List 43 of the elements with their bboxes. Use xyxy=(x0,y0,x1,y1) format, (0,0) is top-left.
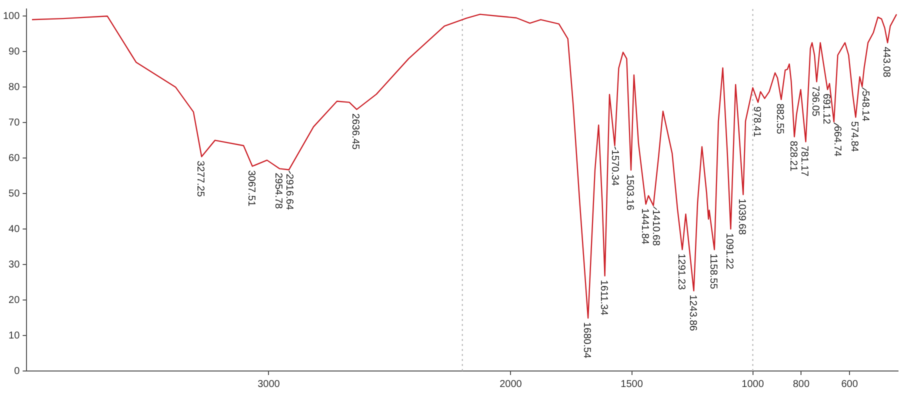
annotation: 691.12 xyxy=(820,94,832,125)
annotation: 3067.51 xyxy=(245,170,256,207)
y-tick-label: 30 xyxy=(8,259,20,270)
y-tick-label: 20 xyxy=(8,294,20,306)
x-tick-label: 1500 xyxy=(620,378,644,390)
annotation: 548.14 xyxy=(860,90,871,122)
y-tick-label: 10 xyxy=(8,330,20,342)
annotation: 1158.55 xyxy=(707,254,718,290)
annotation: 2954.78 xyxy=(272,172,284,210)
x-tick-label: 600 xyxy=(841,378,858,390)
annotation: 1291.23 xyxy=(675,254,686,290)
x-tick-label: 1000 xyxy=(742,378,764,390)
y-tick-label: 40 xyxy=(8,224,20,235)
y-tick-label: 0 xyxy=(14,366,20,377)
annotation: 828.21 xyxy=(787,140,798,172)
y-tick-label: 60 xyxy=(8,152,20,164)
y-tick-label: 80 xyxy=(8,82,20,93)
annotation: 443.08 xyxy=(880,46,892,78)
annotation: 1039.68 xyxy=(736,198,748,236)
annotation: 2636.45 xyxy=(350,113,361,150)
x-tick-label: 3000 xyxy=(258,378,280,390)
y-tick-label: 50 xyxy=(8,188,20,200)
annotation: 2916.64 xyxy=(284,174,295,210)
annotation: 3277.25 xyxy=(194,160,206,198)
x-tick-label: 800 xyxy=(792,378,810,390)
y-tick-label: 70 xyxy=(8,117,20,128)
annotation: 1611.34 xyxy=(598,280,609,316)
annotation: 781.17 xyxy=(798,146,810,177)
annotation: 1410.68 xyxy=(650,210,661,246)
annotation: 664.74 xyxy=(832,126,843,157)
annotation: 1243.86 xyxy=(686,294,698,332)
annotation: 1503.16 xyxy=(624,174,635,211)
annotation: 1091.22 xyxy=(724,233,735,270)
annotation: 1441.84 xyxy=(638,208,650,245)
annotation: 1570.34 xyxy=(608,150,620,186)
annotation: 1680.54 xyxy=(581,322,592,359)
annotation: 574.84 xyxy=(848,121,860,152)
annotation: 882.55 xyxy=(774,104,786,135)
y-tick-label: 100 xyxy=(2,10,20,22)
y-tick-label: 90 xyxy=(8,46,20,58)
x-tick-label: 2000 xyxy=(500,378,522,390)
annotation: 736.05 xyxy=(810,86,821,117)
annotation: 978.41 xyxy=(751,106,762,138)
